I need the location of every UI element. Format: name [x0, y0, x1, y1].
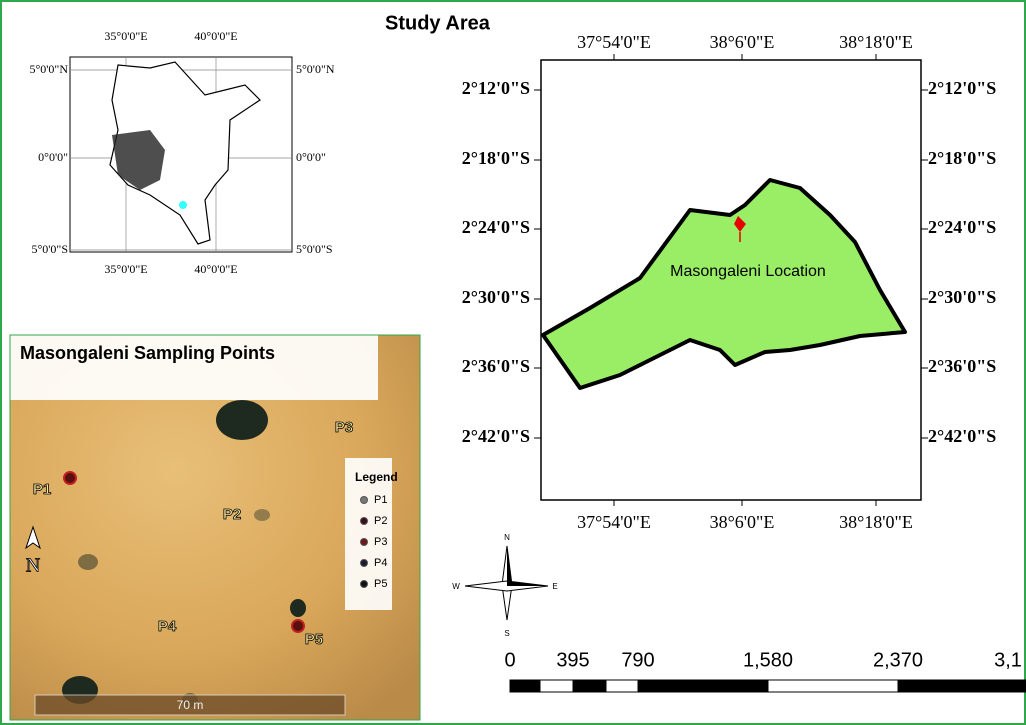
- inset-x-label: 35°0'0"E: [104, 262, 147, 276]
- main-x-label: 38°18'0"E: [839, 512, 913, 532]
- main-y-label: 2°36'0"S: [928, 356, 996, 376]
- scale-label: 3,1: [994, 649, 1022, 671]
- north-label: N: [26, 555, 40, 577]
- inset-y-label: 0°0'0": [38, 150, 68, 164]
- sampling-map: Masongaleni Sampling Points Legend N 70 …: [10, 335, 420, 720]
- scale-label: 395: [556, 649, 589, 671]
- inset-y-label: 5°0'0"N: [29, 62, 68, 76]
- main-y-label: 2°42'0"S: [462, 426, 530, 446]
- inset-map: [70, 57, 292, 252]
- legend-marker: [361, 497, 368, 504]
- legend-label: P2: [374, 515, 387, 527]
- main-x-label: 37°54'0"E: [577, 32, 651, 52]
- scale-label: 0: [504, 649, 515, 671]
- main-y-label: 2°12'0"S: [462, 78, 530, 98]
- legend-label: P3: [374, 536, 387, 548]
- inset-x-label: 40°0'0"E: [194, 29, 237, 43]
- study-area-marker: [179, 201, 187, 209]
- legend-marker: [361, 539, 368, 546]
- scale-segment: [573, 680, 606, 692]
- main-x-label: 38°6'0"E: [710, 512, 775, 532]
- scale-segment: [638, 680, 768, 692]
- map-figure: Study Area Masongaleni Location N S W E …: [0, 0, 1026, 725]
- sample-point-p1: [64, 472, 76, 484]
- sample-point-p5: [292, 620, 304, 632]
- point-label: P1: [33, 481, 51, 498]
- point-label: P2: [223, 506, 241, 523]
- scale-label: 2,370: [873, 649, 923, 671]
- main-y-label: 2°12'0"S: [928, 78, 996, 98]
- scale-label: 790: [621, 649, 654, 671]
- legend-label: P1: [374, 494, 387, 506]
- main-y-label: 2°36'0"S: [462, 356, 530, 376]
- main-x-label: 37°54'0"E: [577, 512, 651, 532]
- inset-y-label: 5°0'0"S: [31, 242, 68, 256]
- main-y-label: 2°42'0"S: [928, 426, 996, 446]
- scale-label: 1,580: [743, 649, 793, 671]
- main-y-label: 2°30'0"S: [462, 287, 530, 307]
- main-y-label: 2°18'0"S: [928, 148, 996, 168]
- main-y-label: 2°18'0"S: [462, 148, 530, 168]
- main-x-label: 38°18'0"E: [839, 32, 913, 52]
- inset-y-label: 0°0'0": [296, 150, 326, 164]
- main-y-label: 2°30'0"S: [928, 287, 996, 307]
- legend-title: Legend: [355, 470, 398, 484]
- location-label: Masongaleni Location: [670, 263, 826, 280]
- scale-segment: [898, 680, 1026, 692]
- map-title: Study Area: [385, 12, 491, 34]
- legend-label: P5: [374, 578, 387, 590]
- legend-marker: [361, 560, 368, 567]
- point-label: P3: [335, 419, 353, 436]
- compass-w: W: [452, 582, 460, 591]
- inset-x-label: 40°0'0"E: [194, 262, 237, 276]
- photo-scale-label: 70 m: [177, 698, 204, 712]
- main-y-label: 2°24'0"S: [462, 217, 530, 237]
- inset-y-label: 5°0'0"S: [296, 242, 333, 256]
- sampling-title: Masongaleni Sampling Points: [20, 343, 275, 363]
- inset-y-label: 5°0'0"N: [296, 62, 335, 76]
- main-y-label: 2°24'0"S: [928, 217, 996, 237]
- scale-segment: [540, 680, 573, 692]
- compass-e: E: [552, 582, 557, 591]
- legend-marker: [361, 518, 368, 525]
- compass-s: S: [504, 629, 509, 638]
- main-x-label: 38°6'0"E: [710, 32, 775, 52]
- compass-n: N: [504, 533, 510, 542]
- legend-label: P4: [374, 557, 387, 569]
- scale-segment: [768, 680, 898, 692]
- scale-segment: [510, 680, 540, 692]
- point-label: P4: [158, 618, 177, 635]
- legend-marker: [361, 581, 368, 588]
- point-label: P5: [305, 631, 323, 648]
- inset-x-label: 35°0'0"E: [104, 29, 147, 43]
- scale-segment: [606, 680, 638, 692]
